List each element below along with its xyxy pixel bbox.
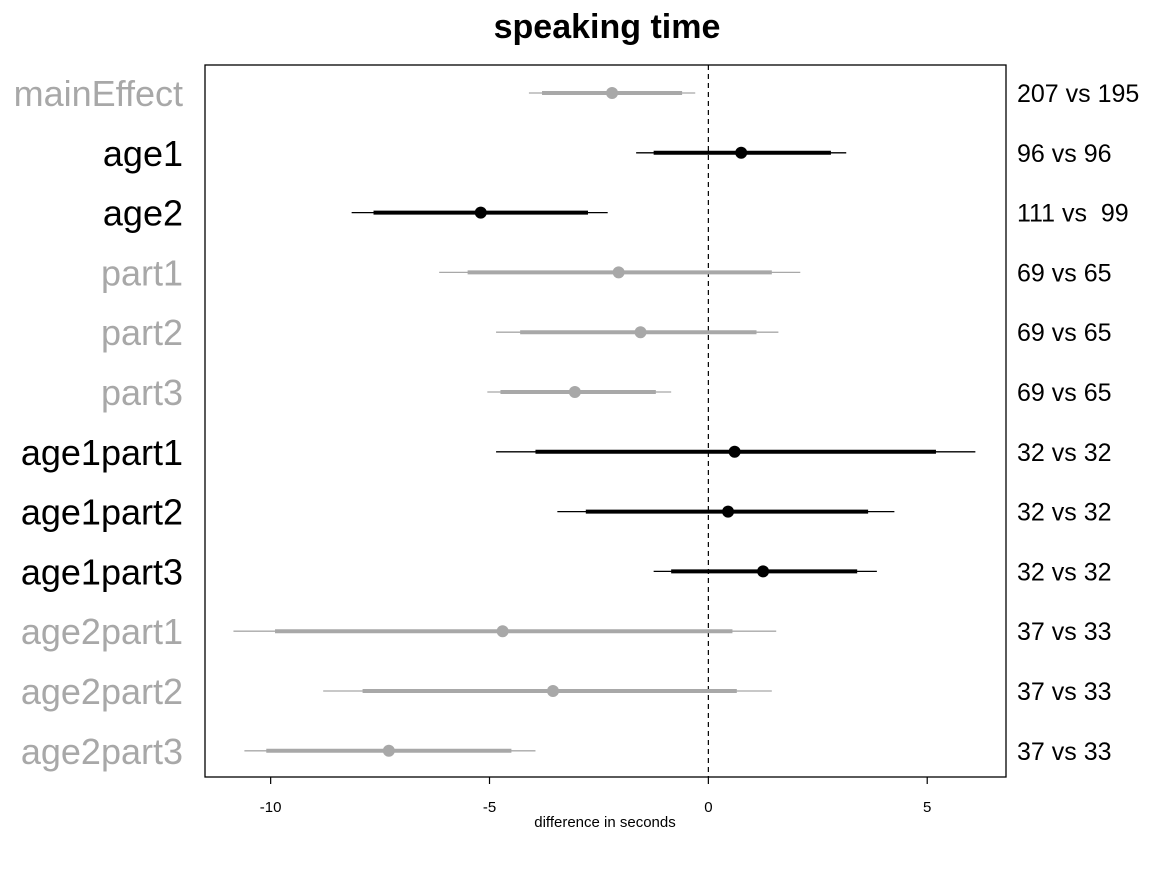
row-age2part2: age2part2 37 vs 33 [21, 671, 1112, 712]
x-tick-label--10: -10 [260, 799, 282, 816]
row-part3: part3 69 vs 65 [101, 372, 1112, 413]
row-label-part2: part2 [101, 312, 183, 353]
point-estimate-age2part2 [546, 685, 559, 697]
row-label-part1: part1 [101, 252, 183, 293]
row-label-part3: part3 [101, 372, 183, 413]
point-estimate-age1part2 [722, 505, 735, 518]
row-part2: part2 69 vs 65 [101, 312, 1112, 353]
point-estimate-part1 [612, 266, 625, 279]
count-label-age2: 111 vs 99 [1017, 200, 1129, 228]
row-label-age1: age1 [103, 133, 183, 174]
row-label-age2part3: age2part3 [21, 731, 183, 772]
row-age1part2: age1part2 32 vs 32 [21, 492, 1112, 533]
point-estimate-part3 [568, 386, 581, 398]
count-label-part1: 69 vs 65 [1017, 259, 1112, 287]
x-tick-label-0: 0 [704, 799, 712, 816]
x-axis: -10 -5 0 5 [260, 777, 931, 816]
rows-layer: mainEffect 207 vs 195 age1 96 vs 96 age2 111 … [14, 73, 1140, 772]
x-tick-label--5: -5 [483, 799, 496, 816]
count-label-age1: 96 vs 96 [1017, 140, 1112, 168]
x-tick-label-5: 5 [923, 799, 931, 816]
point-estimate-age1part1 [728, 445, 741, 458]
row-age1part1: age1part1 32 vs 32 [21, 432, 1112, 473]
point-estimate-age2part1 [496, 625, 509, 638]
point-estimate-age1part3 [757, 565, 770, 578]
row-label-age2part1: age2part1 [21, 611, 183, 652]
point-estimate-part2 [634, 326, 647, 339]
count-label-age1part1: 32 vs 32 [1017, 439, 1112, 467]
row-label-mainEffect: mainEffect [14, 73, 183, 114]
count-label-mainEffect: 207 vs 195 [1017, 80, 1139, 108]
row-label-age1part3: age1part3 [21, 551, 183, 592]
row-age2: age2 111 vs 99 [103, 193, 1129, 234]
count-label-age2part1: 37 vs 33 [1017, 618, 1112, 646]
point-estimate-age2part3 [382, 744, 395, 757]
count-label-part3: 69 vs 65 [1017, 379, 1112, 407]
count-label-age2part3: 37 vs 33 [1017, 738, 1112, 766]
row-label-age2: age2 [103, 193, 183, 234]
row-age2part1: age2part1 37 vs 33 [21, 611, 1112, 652]
count-label-age1part2: 32 vs 32 [1017, 499, 1112, 527]
row-label-age1part2: age1part2 [21, 492, 183, 533]
row-label-age2part2: age2part2 [21, 671, 183, 712]
count-label-age2part2: 37 vs 33 [1017, 678, 1112, 706]
chart-title: speaking time [494, 8, 721, 46]
plot-frame [204, 64, 1007, 778]
row-label-age1part1: age1part1 [21, 432, 183, 473]
row-mainEffect: mainEffect 207 vs 195 [14, 73, 1140, 114]
point-estimate-mainEffect [606, 87, 619, 99]
x-axis-label: difference in seconds [534, 814, 675, 831]
point-estimate-age2 [474, 206, 487, 219]
point-estimate-age1 [735, 146, 748, 159]
count-label-age1part3: 32 vs 32 [1017, 558, 1112, 586]
row-age1: age1 96 vs 96 [103, 133, 1112, 174]
row-age2part3: age2part3 37 vs 33 [21, 731, 1112, 772]
count-label-part2: 69 vs 65 [1017, 319, 1112, 347]
row-part1: part1 69 vs 65 [101, 252, 1112, 293]
row-age1part3: age1part3 32 vs 32 [21, 551, 1112, 592]
